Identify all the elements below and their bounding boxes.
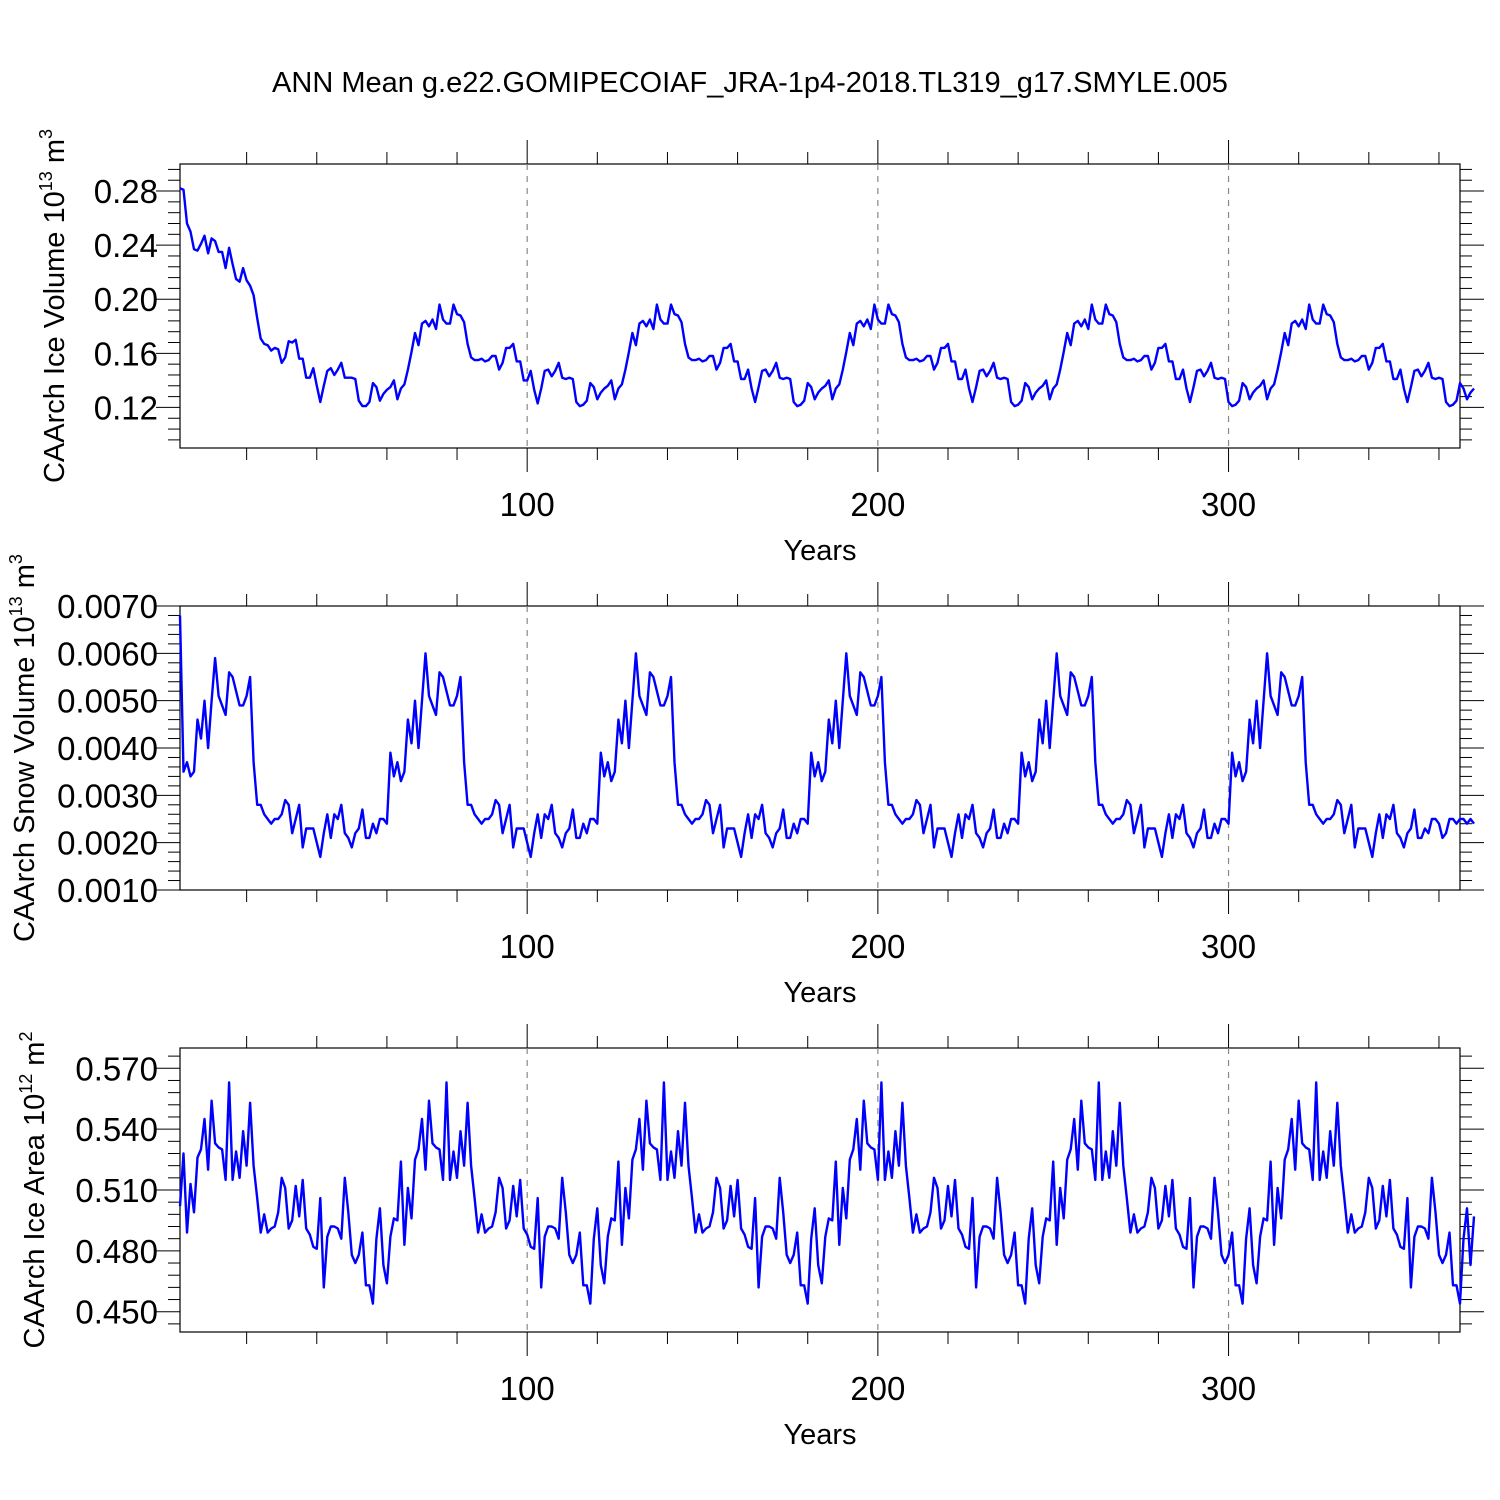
y-tick-label: 0.0010 xyxy=(57,872,158,909)
plot-frame xyxy=(179,163,1461,449)
x-tick-label: 200 xyxy=(850,486,905,523)
panel-bottom: 0.450 0.480 0.510 0.540 0.570 100 200 300 Years C… xyxy=(16,1024,1484,1451)
x-axis-title: Years xyxy=(783,1419,856,1451)
y-tick-label: 0.0040 xyxy=(57,730,158,767)
x-axis-title: Years xyxy=(783,535,856,567)
x-tick-label: 200 xyxy=(850,1370,905,1407)
y-axis-title: CAArch Ice Area 1012 m2 xyxy=(16,1032,51,1349)
series-line xyxy=(179,187,1475,408)
x-tick-label: 300 xyxy=(1201,1370,1256,1407)
x-tick-label: 100 xyxy=(500,928,555,965)
y-tick-label: 0.480 xyxy=(75,1233,158,1270)
series-line xyxy=(178,615,1475,859)
x-tick-label: 300 xyxy=(1201,928,1256,965)
x-tick-label: 100 xyxy=(500,1370,555,1407)
panel-top: 0.12 0.16 0.20 0.24 0.28 100 200 300 Years CAArch… xyxy=(36,129,1484,567)
y-tick-label: 0.0020 xyxy=(57,825,158,862)
y-tick-label: 0.0070 xyxy=(57,588,158,625)
panel-middle: 0.0010 0.0020 0.0030 0.0040 0.0050 0.0060 0.00… xyxy=(6,554,1484,1009)
y-tick-label: 0.540 xyxy=(75,1111,158,1148)
y-axis-title: CAArch Snow Volume 1013 m3 xyxy=(6,554,41,942)
figure-title: ANN Mean g.e22.GOMIPECOIAF_JRA-1p4-2018.… xyxy=(272,67,1228,99)
x-axis-title: Years xyxy=(783,977,856,1009)
y-axis-title: CAArch Ice Volume 1013 m3 xyxy=(36,129,71,483)
y-tick-label: 0.0050 xyxy=(57,683,158,720)
y-tick-label: 0.0060 xyxy=(57,635,158,672)
series-line xyxy=(178,1081,1476,1305)
chart-panels: 0.12 0.16 0.20 0.24 0.28 100 200 300 Years CAArch… xyxy=(6,129,1484,1451)
y-tick-label: 0.450 xyxy=(75,1294,158,1331)
y-tick-label: 0.570 xyxy=(75,1050,158,1087)
y-tick-label: 0.12 xyxy=(94,389,158,426)
y-tick-label: 0.0030 xyxy=(57,777,158,814)
y-tick-label: 0.24 xyxy=(94,227,158,264)
y-tick-label: 0.510 xyxy=(75,1172,158,1209)
y-tick-label: 0.20 xyxy=(94,281,158,318)
x-tick-label: 300 xyxy=(1201,486,1256,523)
y-tick-label: 0.16 xyxy=(94,335,158,372)
plot-frame xyxy=(179,605,1461,891)
y-tick-label: 0.28 xyxy=(94,173,158,210)
x-tick-label: 200 xyxy=(850,928,905,965)
x-tick-label: 100 xyxy=(500,486,555,523)
